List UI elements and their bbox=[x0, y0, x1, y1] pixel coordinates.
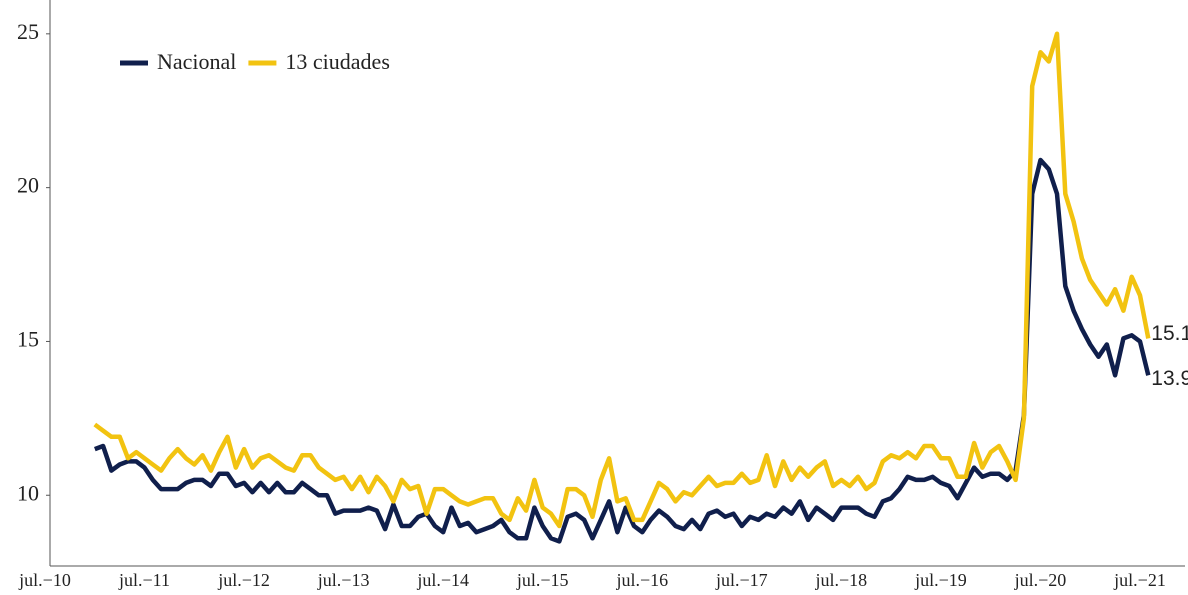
y-tick-label: 20 bbox=[17, 173, 39, 198]
series-line bbox=[93, 31, 1151, 529]
value-label: 13.9 bbox=[1151, 367, 1188, 390]
x-tick-label: jul.−21 bbox=[1113, 570, 1166, 590]
value-label: 15.1 bbox=[1151, 322, 1188, 345]
x-tick-label: jul.−12 bbox=[217, 570, 270, 590]
legend-label: Nacional bbox=[157, 49, 236, 74]
x-tick-label: jul.−16 bbox=[615, 570, 668, 590]
x-tick-label: jul.−19 bbox=[914, 570, 967, 590]
legend-label: 13 ciudades bbox=[285, 49, 389, 74]
x-tick-label: jul.−18 bbox=[815, 570, 868, 590]
y-tick-label: 15 bbox=[17, 326, 39, 351]
x-tick-label: jul.−17 bbox=[715, 570, 768, 590]
x-tick-label: jul.−11 bbox=[118, 570, 170, 590]
x-tick-label: jul.−14 bbox=[416, 570, 469, 590]
y-tick-label: 10 bbox=[17, 480, 39, 505]
x-tick-label: jul.−13 bbox=[317, 570, 370, 590]
x-tick-label: jul.−15 bbox=[516, 570, 569, 590]
x-tick-label: jul.−20 bbox=[1014, 570, 1067, 590]
x-tick-label: jul.−10 bbox=[18, 570, 71, 590]
series-line bbox=[94, 157, 1151, 544]
y-tick-label: 25 bbox=[17, 19, 39, 44]
